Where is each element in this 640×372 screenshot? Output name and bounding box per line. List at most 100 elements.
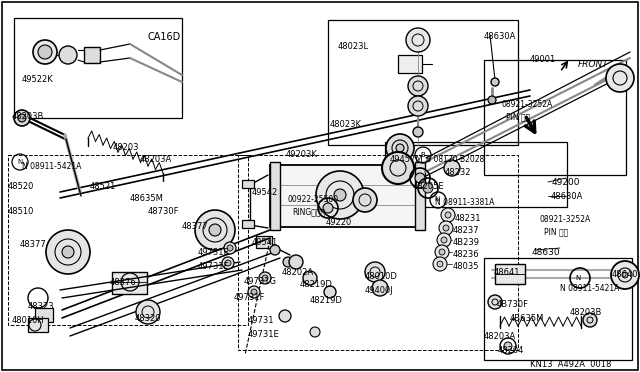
Circle shape: [33, 40, 57, 64]
Circle shape: [334, 189, 346, 201]
Bar: [398, 55, 422, 73]
Text: 48320: 48320: [135, 314, 161, 323]
Circle shape: [437, 261, 443, 267]
Bar: [140, 308, 148, 316]
Text: 48521: 48521: [90, 182, 116, 191]
Circle shape: [437, 233, 451, 247]
Circle shape: [279, 310, 291, 322]
Text: N 08911-5421A: N 08911-5421A: [560, 284, 620, 293]
Text: 48520: 48520: [8, 182, 35, 191]
Circle shape: [441, 208, 455, 222]
Circle shape: [372, 280, 388, 296]
Text: 48010D: 48010D: [365, 272, 398, 281]
Text: 08921-3252A: 08921-3252A: [540, 215, 591, 224]
Circle shape: [439, 249, 445, 255]
Circle shape: [433, 257, 447, 271]
Text: 48641: 48641: [494, 268, 520, 277]
Text: 48010H: 48010H: [12, 316, 45, 325]
Circle shape: [316, 171, 364, 219]
Text: 48203A: 48203A: [140, 155, 172, 164]
Circle shape: [606, 64, 634, 92]
Text: KN13  A492A  0018: KN13 A492A 0018: [530, 360, 611, 369]
Text: 48203: 48203: [113, 143, 140, 152]
Circle shape: [504, 342, 512, 350]
Text: 48630A: 48630A: [484, 32, 516, 41]
Circle shape: [583, 313, 597, 327]
Text: 48237: 48237: [453, 226, 479, 235]
Circle shape: [365, 262, 385, 282]
Circle shape: [413, 127, 423, 137]
Text: 48376: 48376: [110, 278, 137, 287]
Text: 48219D: 48219D: [300, 280, 333, 289]
Text: 08921-3252A: 08921-3252A: [502, 100, 553, 109]
Bar: [415, 162, 425, 230]
Circle shape: [441, 237, 447, 243]
Text: 49731F: 49731F: [234, 293, 266, 302]
Circle shape: [270, 245, 280, 255]
Circle shape: [622, 272, 628, 278]
Circle shape: [38, 45, 52, 59]
Circle shape: [195, 210, 235, 250]
Text: N 08911-3381A: N 08911-3381A: [435, 198, 494, 207]
Text: 00922-25500: 00922-25500: [288, 195, 339, 204]
Text: 49200: 49200: [552, 178, 580, 187]
Text: 48023K: 48023K: [330, 120, 362, 129]
Circle shape: [488, 96, 496, 104]
Circle shape: [283, 257, 293, 267]
Bar: [270, 165, 425, 227]
Text: 48510: 48510: [8, 207, 35, 216]
Bar: [200, 220, 215, 228]
Circle shape: [443, 225, 449, 231]
Text: 48203B: 48203B: [12, 112, 44, 121]
Circle shape: [408, 76, 428, 96]
Text: 49400J: 49400J: [365, 286, 394, 295]
Text: 48232: 48232: [445, 168, 472, 177]
Text: 49220: 49220: [326, 218, 352, 227]
Text: N: N: [575, 275, 580, 281]
Circle shape: [382, 152, 414, 184]
Circle shape: [439, 221, 453, 235]
Circle shape: [251, 289, 257, 295]
Text: 49731G: 49731G: [244, 277, 277, 286]
Bar: [238, 155, 518, 350]
Text: 48640: 48640: [612, 270, 639, 279]
Text: 4B635M: 4B635M: [510, 314, 545, 323]
Circle shape: [136, 300, 160, 324]
Text: 4B730F: 4B730F: [497, 300, 529, 309]
Bar: [385, 142, 567, 207]
Circle shape: [324, 286, 336, 298]
Text: N: N: [435, 196, 440, 202]
Text: B 08120-B2028: B 08120-B2028: [426, 155, 484, 164]
Text: 4B239: 4B239: [453, 238, 480, 247]
Text: 48204: 48204: [498, 346, 524, 355]
Text: N: N: [17, 159, 22, 165]
Text: 49542: 49542: [252, 188, 278, 197]
Bar: [484, 60, 626, 175]
Text: 48202A: 48202A: [282, 268, 314, 277]
Text: FRONT: FRONT: [578, 60, 609, 69]
Text: PIN ピン: PIN ピン: [544, 227, 568, 236]
Text: 49731F: 49731F: [198, 262, 229, 271]
Text: 49731E: 49731E: [198, 248, 230, 257]
Circle shape: [408, 96, 428, 116]
Bar: [8, 155, 248, 325]
Text: 48730F: 48730F: [148, 207, 179, 216]
Circle shape: [491, 78, 499, 86]
Text: 48035: 48035: [453, 262, 479, 271]
Circle shape: [488, 295, 502, 309]
Circle shape: [310, 327, 320, 337]
Circle shape: [611, 261, 639, 289]
Text: 48203B: 48203B: [570, 308, 602, 317]
Bar: [112, 272, 147, 294]
Circle shape: [18, 114, 26, 122]
Text: 49457M: 49457M: [390, 155, 424, 164]
Text: RINGリング: RINGリング: [292, 207, 325, 216]
Circle shape: [435, 245, 449, 259]
Bar: [328, 20, 518, 145]
Circle shape: [353, 188, 377, 212]
Circle shape: [445, 212, 451, 218]
Bar: [495, 264, 525, 284]
Text: 49731E: 49731E: [248, 330, 280, 339]
Text: 48231: 48231: [455, 214, 481, 223]
Text: 48236: 48236: [453, 250, 479, 259]
